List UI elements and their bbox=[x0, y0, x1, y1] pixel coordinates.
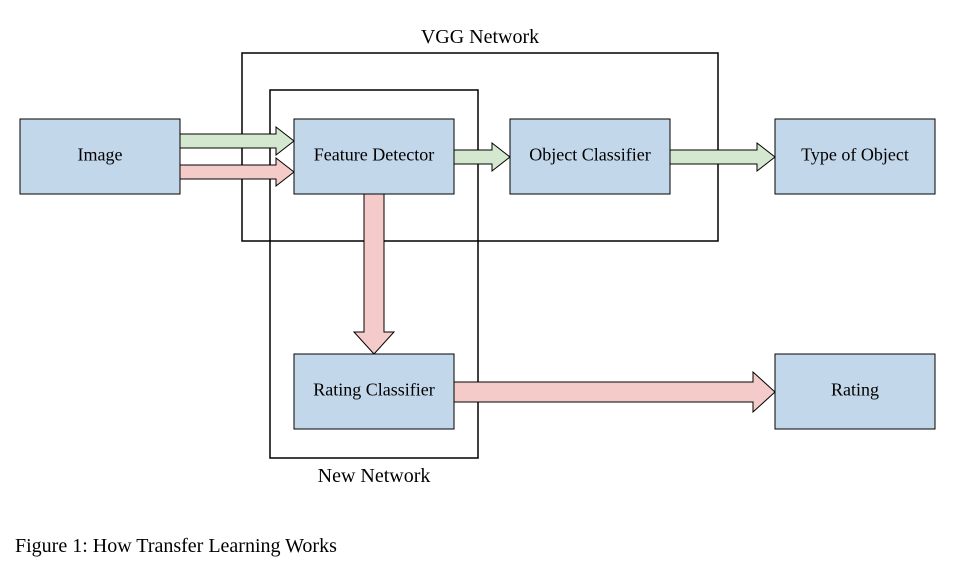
figure-transfer-learning: VGG Network New Network Image Feature Detec… bbox=[0, 0, 970, 572]
node-feature_detector-label: Feature Detector bbox=[314, 145, 434, 165]
arrow-rc-to-rating bbox=[454, 372, 775, 412]
group-new-label: New Network bbox=[318, 465, 431, 487]
arrow-img-to-fd-green bbox=[180, 127, 294, 155]
node-object_classifier-label: Object Classifier bbox=[529, 145, 650, 165]
node-image-label: Image bbox=[78, 145, 123, 165]
arrow-fd-to-rc bbox=[354, 194, 394, 354]
node-rating_classifier-label: Rating Classifier bbox=[313, 380, 434, 400]
diagram-svg: VGG Network New Network Image Feature Detec… bbox=[0, 0, 970, 572]
figure-caption: Figure 1: How Transfer Learning Works bbox=[15, 535, 337, 557]
arrow-oc-to-type bbox=[670, 143, 775, 171]
arrow-img-to-fd-pink bbox=[180, 158, 294, 186]
group-vgg-label: VGG Network bbox=[421, 26, 539, 48]
arrow-fd-to-oc bbox=[454, 143, 510, 171]
node-rating-label: Rating bbox=[831, 380, 879, 400]
node-type_of_object-label: Type of Object bbox=[801, 145, 909, 165]
